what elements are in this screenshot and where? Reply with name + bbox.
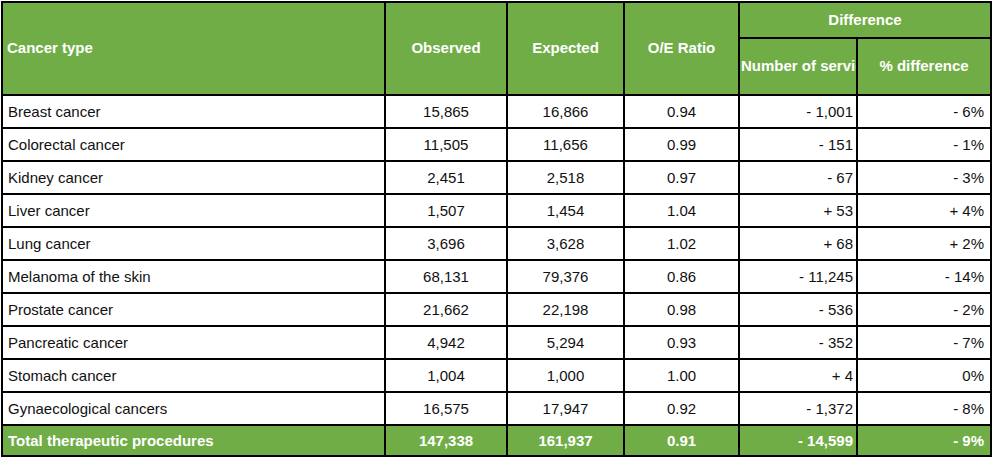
cell-number-of-services: + 68 [739,227,857,260]
total-row: Total therapeutic procedures 147,338 161… [2,425,991,456]
table-row: Liver cancer 1,507 1,454 1.04 + 53 + 4% [2,194,991,227]
total-oe-ratio: 0.91 [624,425,739,456]
cell-observed: 4,942 [385,326,507,359]
column-header-oe-ratio: O/E Ratio [624,2,739,95]
column-header-pct-difference: % difference [857,38,991,95]
cell-pct-difference: - 2% [857,293,991,326]
cell-oe-ratio: 0.98 [624,293,739,326]
cancer-procedures-table: Cancer type Observed Expected O/E Ratio … [1,1,992,457]
cell-oe-ratio: 1.04 [624,194,739,227]
cell-pct-difference: 0% [857,359,991,392]
table-row: Colorectal cancer 11,505 11,656 0.99 - 1… [2,128,991,161]
cell-pct-difference: + 4% [857,194,991,227]
cell-observed: 21,662 [385,293,507,326]
cell-number-of-services: - 11,245 [739,260,857,293]
cell-number-of-services: - 67 [739,161,857,194]
page: Cancer type Observed Expected O/E Ratio … [0,0,992,463]
cell-oe-ratio: 1.00 [624,359,739,392]
cell-number-of-services: - 352 [739,326,857,359]
cell-cancer-type: Melanoma of the skin [2,260,385,293]
table-footer: Total therapeutic procedures 147,338 161… [2,425,991,456]
cell-number-of-services: - 1,372 [739,392,857,425]
table-body: Breast cancer 15,865 16,866 0.94 - 1,001… [2,95,991,425]
column-header-observed: Observed [385,2,507,95]
table-row: Gynaecological cancers 16,575 17,947 0.9… [2,392,991,425]
table-header: Cancer type Observed Expected O/E Ratio … [2,2,991,95]
table-row: Pancreatic cancer 4,942 5,294 0.93 - 352… [2,326,991,359]
cell-cancer-type: Kidney cancer [2,161,385,194]
cell-observed: 3,696 [385,227,507,260]
cell-observed: 15,865 [385,95,507,128]
cell-expected: 3,628 [507,227,624,260]
cell-number-of-services: + 4 [739,359,857,392]
cell-oe-ratio: 0.99 [624,128,739,161]
cell-expected: 11,656 [507,128,624,161]
cell-cancer-type: Liver cancer [2,194,385,227]
table-row: Kidney cancer 2,451 2,518 0.97 - 67 - 3% [2,161,991,194]
cell-number-of-services: - 151 [739,128,857,161]
cell-pct-difference: - 3% [857,161,991,194]
total-number-of-services: - 14,599 [739,425,857,456]
cell-cancer-type: Breast cancer [2,95,385,128]
total-observed: 147,338 [385,425,507,456]
cell-observed: 16,575 [385,392,507,425]
table-row: Prostate cancer 21,662 22,198 0.98 - 536… [2,293,991,326]
total-label: Total therapeutic procedures [2,425,385,456]
cell-observed: 2,451 [385,161,507,194]
cell-cancer-type: Pancreatic cancer [2,326,385,359]
cell-expected: 5,294 [507,326,624,359]
cell-expected: 79,376 [507,260,624,293]
cell-pct-difference: - 1% [857,128,991,161]
column-header-number-of-services: Number of services [739,38,857,95]
cell-oe-ratio: 0.94 [624,95,739,128]
cell-pct-difference: + 2% [857,227,991,260]
cell-oe-ratio: 0.92 [624,392,739,425]
header-row-top: Cancer type Observed Expected O/E Ratio … [2,2,991,38]
total-pct-difference: - 9% [857,425,991,456]
cell-number-of-services: + 53 [739,194,857,227]
cell-cancer-type: Prostate cancer [2,293,385,326]
cell-expected: 1,000 [507,359,624,392]
cell-pct-difference: - 8% [857,392,991,425]
cell-oe-ratio: 0.86 [624,260,739,293]
table-row: Lung cancer 3,696 3,628 1.02 + 68 + 2% [2,227,991,260]
cell-number-of-services: - 1,001 [739,95,857,128]
cell-pct-difference: - 7% [857,326,991,359]
cell-pct-difference: - 14% [857,260,991,293]
cell-oe-ratio: 1.02 [624,227,739,260]
total-expected: 161,937 [507,425,624,456]
cell-cancer-type: Gynaecological cancers [2,392,385,425]
cell-expected: 2,518 [507,161,624,194]
column-header-cancer-type: Cancer type [2,2,385,95]
column-header-expected: Expected [507,2,624,95]
cell-expected: 1,454 [507,194,624,227]
cell-observed: 68,131 [385,260,507,293]
cell-cancer-type: Lung cancer [2,227,385,260]
cell-cancer-type: Stomach cancer [2,359,385,392]
cell-oe-ratio: 0.97 [624,161,739,194]
cell-observed: 1,004 [385,359,507,392]
cell-expected: 16,866 [507,95,624,128]
column-header-difference-group: Difference [739,2,991,38]
cell-expected: 17,947 [507,392,624,425]
cell-cancer-type: Colorectal cancer [2,128,385,161]
cell-pct-difference: - 6% [857,95,991,128]
cell-observed: 1,507 [385,194,507,227]
table-row: Melanoma of the skin 68,131 79,376 0.86 … [2,260,991,293]
table-row: Breast cancer 15,865 16,866 0.94 - 1,001… [2,95,991,128]
cell-oe-ratio: 0.93 [624,326,739,359]
cell-expected: 22,198 [507,293,624,326]
cell-number-of-services: - 536 [739,293,857,326]
table-row: Stomach cancer 1,004 1,000 1.00 + 4 0% [2,359,991,392]
cell-observed: 11,505 [385,128,507,161]
